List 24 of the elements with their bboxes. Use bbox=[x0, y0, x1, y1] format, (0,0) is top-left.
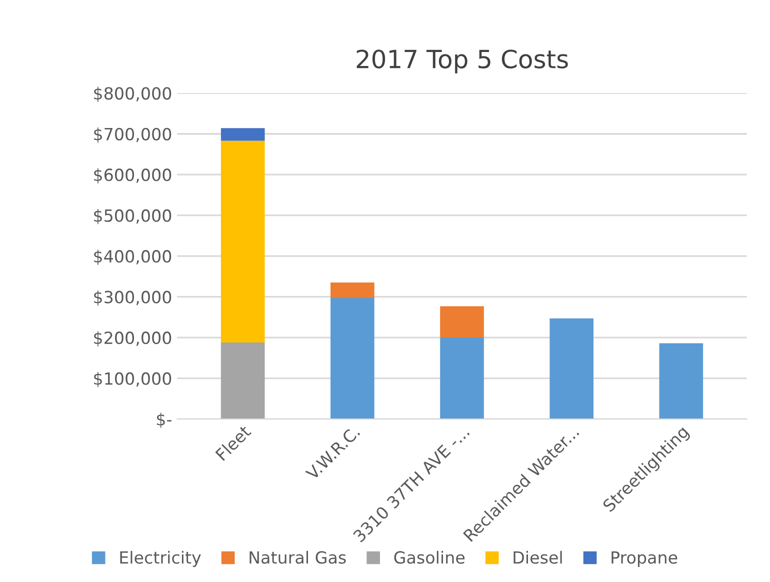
bar bbox=[440, 338, 484, 420]
bar bbox=[659, 343, 704, 420]
bar bbox=[330, 298, 374, 420]
y-tick-label: $500,000 bbox=[94, 209, 172, 224]
legend-label: Gasoline bbox=[394, 550, 465, 564]
y-tick-label: $- bbox=[157, 412, 172, 428]
bar bbox=[220, 128, 265, 141]
bar bbox=[550, 318, 594, 420]
chart-title: 2017 Top 5 Costs bbox=[356, 50, 568, 74]
legend-label: Natural Gas bbox=[250, 550, 346, 564]
y-tick-label: $200,000 bbox=[94, 331, 172, 346]
y-tick-label: $600,000 bbox=[94, 168, 172, 184]
legend-label: Diesel bbox=[514, 550, 562, 564]
legend-label: Electricity bbox=[120, 550, 201, 567]
bar bbox=[220, 342, 265, 420]
legend-label: Propane bbox=[612, 551, 678, 567]
y-tick-label: $700,000 bbox=[94, 128, 172, 143]
bar bbox=[220, 140, 265, 342]
y-tick-label: $400,000 bbox=[94, 250, 172, 265]
y-tick-label: $800,000 bbox=[94, 86, 172, 102]
y-tick-label: $100,000 bbox=[94, 372, 172, 388]
bar bbox=[330, 282, 374, 298]
bar bbox=[440, 306, 484, 338]
y-tick-label: $300,000 bbox=[94, 290, 172, 306]
